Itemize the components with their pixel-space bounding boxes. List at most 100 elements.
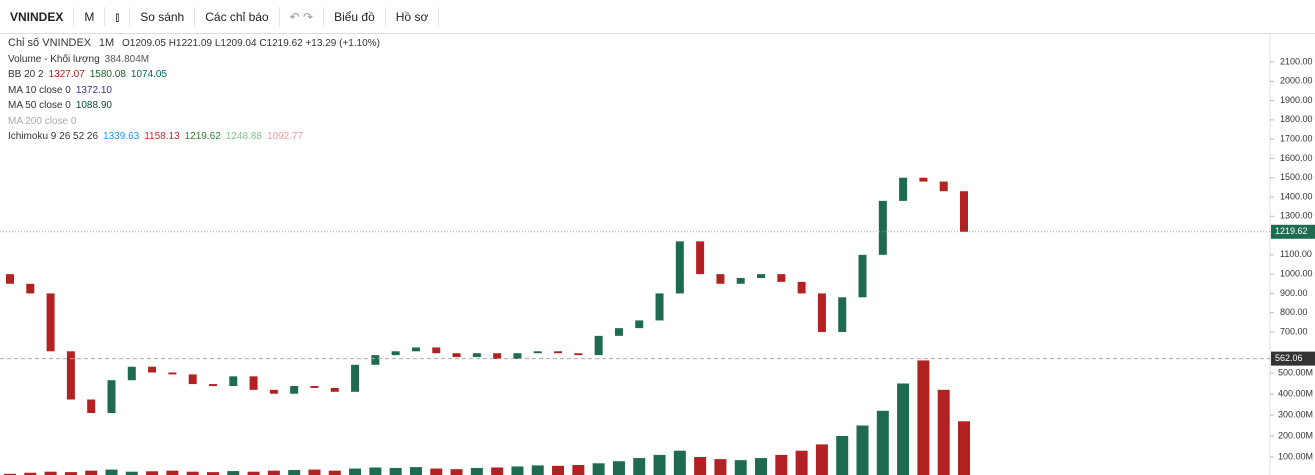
legend-row: MA 50 close 0 1088.90 (8, 98, 380, 114)
legend-row: MA 200 close 0 (8, 114, 380, 130)
legend-row: BB 20 2 1327.07 1580.08 1074.05 (8, 67, 380, 83)
volume-bar (4, 473, 16, 475)
legend-interval: 1M (98, 37, 115, 49)
candle (371, 355, 380, 365)
legend-label: MA 50 close 0 (8, 100, 71, 111)
volume-bar (633, 458, 646, 475)
legend-value: 1372.10 (75, 84, 112, 96)
last-price-label: 1219.62 (1275, 226, 1308, 236)
volume-bar (531, 465, 544, 475)
legend-title: Chỉ số VNINDEX (8, 37, 92, 49)
legend-value: 1580.08 (89, 69, 126, 80)
candle (655, 293, 664, 321)
volume-bar (755, 458, 768, 475)
ohlc: O1209.05 H1221.09 L1209.04 C1219.62 +13.… (121, 38, 380, 49)
volume-tick-label: 500.00M (1278, 367, 1313, 377)
symbol[interactable]: VNINDEX (0, 6, 75, 27)
compare[interactable]: So sánh (130, 6, 196, 27)
legend-label: MA 10 close 0 (8, 84, 71, 96)
volume-bar (267, 470, 280, 475)
volume-bar (24, 472, 37, 475)
candle (168, 372, 177, 375)
volume-bar (308, 469, 321, 475)
candle (533, 351, 542, 354)
candle (878, 200, 887, 255)
chart-type-icon[interactable]: ⫾ (105, 6, 131, 27)
volume-bar (897, 383, 910, 475)
candle (472, 353, 481, 358)
indicators[interactable]: Các chỉ báo (195, 6, 280, 27)
volume-bar (328, 470, 341, 475)
candle (817, 293, 826, 332)
undo-redo[interactable]: ↶ ↷ (280, 6, 325, 27)
volume-bar (491, 467, 504, 475)
volume-bar (775, 454, 788, 475)
volume-tick-label: 200.00M (1278, 430, 1313, 440)
volume-bar (206, 472, 219, 475)
legend-value: 1219.62 (184, 131, 221, 142)
candle (736, 278, 745, 284)
candle (46, 293, 55, 352)
legend-row: Ichimoku 9 26 52 26 1339.63 1158.13 1219.62… (8, 129, 380, 145)
legend-row: MA 10 close 0 1372.10 (8, 83, 380, 99)
volume-bar (876, 410, 889, 475)
volume-bar (856, 425, 869, 475)
candle (574, 353, 583, 356)
candle (148, 366, 157, 373)
legend-value: 1339.63 (103, 131, 140, 142)
chart-menu[interactable]: Biểu đồ (324, 6, 386, 27)
volume-bar (815, 444, 828, 475)
volume-bar (430, 468, 443, 475)
candle (777, 274, 786, 282)
candle (87, 399, 96, 413)
volume-bar (592, 463, 605, 475)
volume-bar (552, 465, 565, 475)
candle (290, 386, 299, 394)
y-tick-label: 1400.00 (1280, 191, 1313, 201)
legend-label: Ichimoku 9 26 52 26 (8, 131, 99, 142)
candle (675, 241, 684, 294)
volume-bar (227, 471, 240, 475)
candle (127, 366, 136, 381)
volume-bar (958, 421, 970, 475)
legend-value: 1327.07 (48, 69, 85, 80)
candle (919, 177, 928, 182)
legend-value: 1074.05 (130, 69, 168, 80)
toolbar: VNINDEX M ⫾ So sánh Các chỉ báo ↶ ↷ Biểu… (0, 0, 1315, 34)
volume-bar (64, 472, 77, 475)
y-tick-label: 800.00 (1280, 307, 1308, 317)
candle (330, 387, 339, 392)
legend-value: 1248.88 (225, 131, 262, 142)
legend: Chỉ số VNINDEX 1M O1209.05 H1221.09 L120… (8, 36, 380, 145)
volume-bar (247, 471, 260, 475)
volume-bar (572, 464, 585, 475)
legend-label: Volume - Khối lượng (8, 53, 100, 65)
candle (249, 376, 258, 390)
y-tick-label: 2000.00 (1280, 76, 1313, 86)
volume-bar (673, 450, 686, 475)
volume-bar (734, 460, 747, 475)
candle (513, 353, 522, 359)
y-tick-label: 1000.00 (1280, 269, 1313, 279)
y-tick-label: 1900.00 (1280, 95, 1313, 105)
candle (26, 283, 35, 294)
y-tick-label: 2100.00 (1280, 56, 1313, 66)
marker-box (1271, 351, 1315, 366)
volume-bar (795, 450, 808, 475)
candle (716, 274, 725, 284)
interval[interactable]: M (74, 6, 106, 27)
profile-menu[interactable]: Hồ sơ (386, 6, 440, 27)
legend-value: 1088.90 (75, 100, 112, 111)
volume-bar (105, 469, 118, 475)
volume-bar (125, 471, 138, 475)
candle (696, 241, 705, 275)
volume-bar (186, 471, 199, 475)
volume-tick-label: 400.00M (1278, 388, 1313, 398)
legend-value: 1158.13 (144, 131, 180, 142)
volume-bar (389, 467, 402, 475)
volume-bar (470, 467, 483, 475)
volume-bar (653, 454, 666, 475)
y-tick-label: 1600.00 (1280, 153, 1313, 163)
volume-bar (511, 466, 524, 475)
candle (66, 351, 75, 400)
